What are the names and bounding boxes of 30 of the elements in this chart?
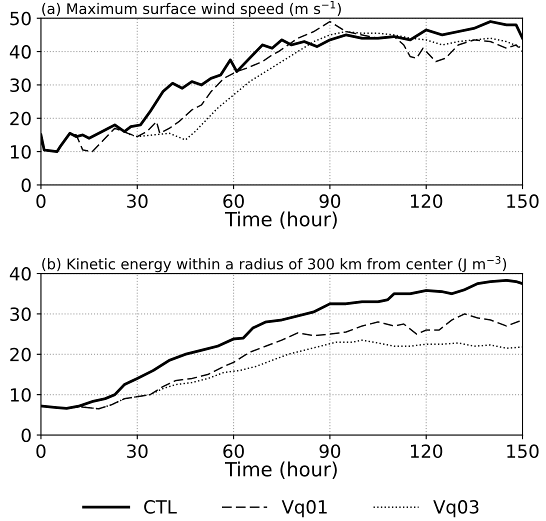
x-tick-label: 90 (320, 444, 340, 458)
y-tick-label: 30 (10, 307, 31, 322)
x-tick-label: 60 (223, 194, 244, 208)
y-tick-label: 50 (10, 12, 31, 26)
y-tick-label: 20 (10, 112, 31, 126)
x-tick-label: 30 (127, 444, 148, 458)
x-tick-label: 150 (507, 194, 539, 208)
x-axis-title: Time (hour) (224, 462, 337, 479)
y-tick-label: 0 (22, 178, 31, 192)
legend-label: Vq03 (433, 500, 478, 518)
legend-label: Vq01 (282, 500, 327, 518)
x-tick-label: 0 (36, 444, 46, 458)
x-tick-label: 60 (223, 444, 244, 458)
legend-label: CTL (144, 500, 177, 514)
x-tick-label: 120 (410, 444, 442, 458)
y-tick-label: 10 (10, 145, 31, 159)
x-axis-title: Time (hour) (224, 211, 337, 229)
y-tick-label: 40 (10, 266, 31, 281)
x-tick-label: 120 (410, 194, 442, 208)
chart-title: (b) Kinetic energy within a radius of 300 km from center (J m$^{−3}$) (42, 256, 506, 272)
y-tick-label: 10 (10, 388, 31, 402)
x-tick-label: 30 (127, 194, 148, 208)
y-tick-label: 40 (10, 45, 31, 59)
x-tick-label: 0 (36, 194, 46, 208)
x-tick-label: 90 (320, 194, 340, 208)
y-tick-label: 0 (22, 428, 31, 442)
y-tick-label: 20 (10, 348, 31, 362)
chart-title: (a) Maximum surface wind speed (m s$^{−1}$) (42, 0, 341, 17)
x-tick-label: 150 (507, 444, 539, 458)
y-tick-label: 30 (10, 78, 31, 92)
